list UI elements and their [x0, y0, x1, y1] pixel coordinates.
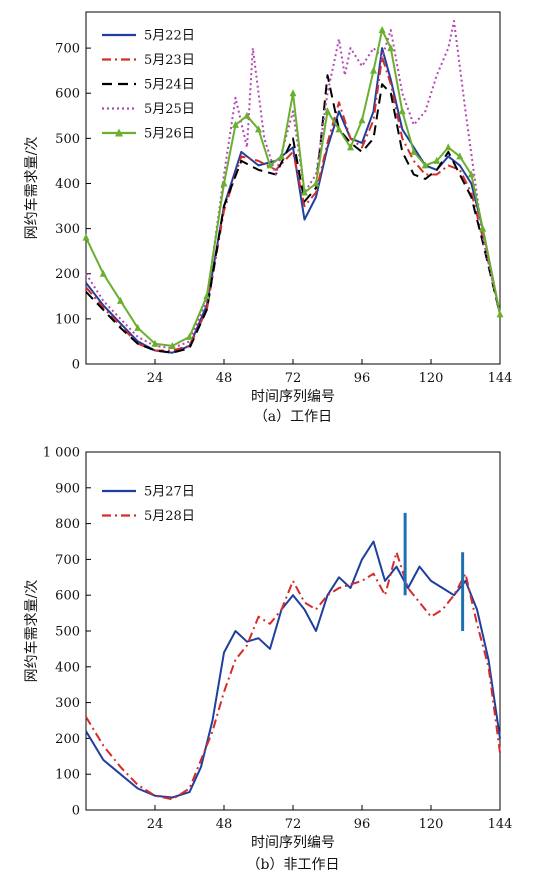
series-marker — [410, 147, 418, 155]
x-tick-label: 120 — [419, 817, 444, 832]
series-line — [85, 551, 501, 801]
legend-label: 5月25日 — [144, 102, 195, 117]
series-marker — [168, 341, 176, 349]
y-tick-label: 0 — [72, 358, 80, 373]
x-axis-title: 时间序列编号 — [251, 389, 335, 405]
legend-label: 5月27日 — [144, 485, 195, 500]
plot-frame — [85, 451, 501, 811]
series-marker — [289, 89, 297, 97]
series-line — [85, 74, 501, 354]
x-tick-label: 96 — [354, 371, 371, 386]
y-axis-title: 网约车需求量/次 — [23, 580, 40, 683]
series-marker — [278, 152, 285, 160]
y-tick-label: 1 000 — [43, 446, 80, 461]
legend-marker — [115, 128, 123, 137]
y-tick-label: 300 — [55, 696, 80, 711]
y-tick-label: 400 — [55, 177, 80, 192]
legend-label: 5月26日 — [144, 127, 195, 142]
x-tick-label: 144 — [488, 817, 513, 832]
y-tick-label: 500 — [55, 132, 80, 147]
series-line — [85, 540, 501, 799]
x-tick-label: 144 — [488, 371, 513, 386]
series-marker — [301, 188, 308, 196]
x-tick-label: 72 — [285, 371, 302, 386]
series-marker — [186, 332, 193, 340]
y-tick-label: 600 — [55, 87, 80, 102]
series-marker — [456, 152, 464, 160]
series-marker — [421, 161, 429, 169]
y-tick-label: 100 — [55, 768, 80, 783]
series-marker — [324, 107, 331, 115]
legend-label: 5月23日 — [144, 53, 195, 68]
series-marker — [82, 233, 90, 241]
x-tick-label: 48 — [216, 817, 233, 832]
series-marker — [220, 179, 228, 187]
y-tick-label: 900 — [55, 481, 80, 496]
chart-panel-nonworkday: 0 100 200 300 400 500 600 700 800 900 1 000 24 48 72 9… — [23, 446, 512, 874]
series-marker — [117, 296, 124, 304]
y-tick-label: 400 — [55, 660, 80, 675]
series-marker — [255, 125, 262, 133]
series-marker — [243, 111, 251, 119]
series-marker — [358, 116, 366, 124]
y-axis-title: 网约车需求量/次 — [23, 137, 40, 240]
series-marker — [479, 224, 487, 232]
series-marker — [266, 161, 274, 169]
y-tick-label: 300 — [55, 222, 80, 237]
series-marker — [151, 339, 159, 347]
series-marker — [99, 269, 107, 277]
x-tick-label: 24 — [147, 817, 164, 832]
x-tick-label: 72 — [285, 817, 302, 832]
y-tick-label: 500 — [55, 625, 80, 640]
series-marker — [134, 323, 142, 331]
x-tick-label: 24 — [147, 371, 164, 386]
legend-label: 5月28日 — [144, 509, 195, 524]
series-marker — [347, 143, 354, 151]
y-tick-label: 200 — [55, 732, 80, 747]
y-tick-label: 200 — [55, 267, 80, 282]
series-marker — [444, 143, 452, 151]
legend-label: 5月22日 — [144, 29, 195, 44]
y-tick-label: 700 — [55, 42, 80, 57]
series-marker — [312, 179, 320, 187]
y-tick-label: 600 — [55, 589, 80, 604]
legend-label: 5月24日 — [144, 78, 195, 93]
x-tick-label: 48 — [216, 371, 233, 386]
x-axis-title: 时间序列编号 — [251, 835, 335, 851]
series-marker — [433, 156, 441, 164]
series-marker — [398, 107, 406, 115]
series-marker — [232, 120, 239, 128]
series-marker — [496, 310, 504, 318]
x-tick-label: 120 — [419, 371, 444, 386]
series-marker — [378, 26, 386, 34]
y-tick-label: 100 — [55, 312, 80, 327]
chart-panel-workday: 0 100 200 300 400 500 600 700 24 48 72 96 120 144 时间序列… — [23, 11, 513, 425]
x-tick-label: 96 — [354, 817, 371, 832]
series-marker — [203, 292, 211, 300]
panel-caption: （a）工作日 — [254, 409, 332, 425]
series-line — [85, 56, 501, 352]
series-marker — [467, 170, 475, 178]
series-line — [85, 20, 501, 350]
series-marker — [387, 44, 395, 52]
series-marker — [370, 66, 377, 74]
y-tick-label: 0 — [72, 804, 80, 819]
panel-caption: （b）非工作日 — [247, 857, 340, 873]
y-tick-label: 700 — [55, 553, 80, 568]
y-tick-label: 800 — [55, 517, 80, 532]
series-marker — [335, 125, 343, 133]
